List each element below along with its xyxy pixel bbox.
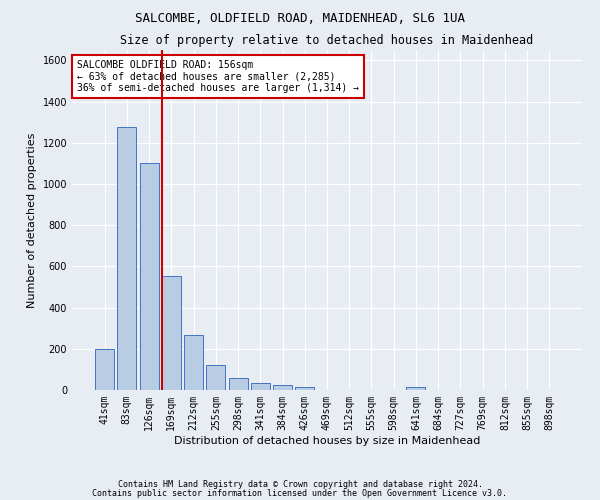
Bar bbox=[273, 386, 292, 390]
Y-axis label: Number of detached properties: Number of detached properties bbox=[27, 132, 37, 308]
Bar bbox=[140, 164, 158, 390]
Bar bbox=[184, 336, 203, 390]
Bar bbox=[295, 387, 314, 390]
Bar bbox=[118, 128, 136, 390]
Text: SALCOMBE OLDFIELD ROAD: 156sqm
← 63% of detached houses are smaller (2,285)
36% : SALCOMBE OLDFIELD ROAD: 156sqm ← 63% of … bbox=[77, 60, 359, 94]
Bar bbox=[206, 366, 225, 390]
Text: Contains HM Land Registry data © Crown copyright and database right 2024.: Contains HM Land Registry data © Crown c… bbox=[118, 480, 482, 489]
Bar bbox=[162, 276, 181, 390]
Text: SALCOMBE, OLDFIELD ROAD, MAIDENHEAD, SL6 1UA: SALCOMBE, OLDFIELD ROAD, MAIDENHEAD, SL6… bbox=[135, 12, 465, 26]
X-axis label: Distribution of detached houses by size in Maidenhead: Distribution of detached houses by size … bbox=[174, 436, 480, 446]
Bar bbox=[251, 384, 270, 390]
Bar bbox=[406, 387, 425, 390]
Bar bbox=[229, 378, 248, 390]
Title: Size of property relative to detached houses in Maidenhead: Size of property relative to detached ho… bbox=[121, 34, 533, 48]
Text: Contains public sector information licensed under the Open Government Licence v3: Contains public sector information licen… bbox=[92, 488, 508, 498]
Bar bbox=[95, 350, 114, 390]
